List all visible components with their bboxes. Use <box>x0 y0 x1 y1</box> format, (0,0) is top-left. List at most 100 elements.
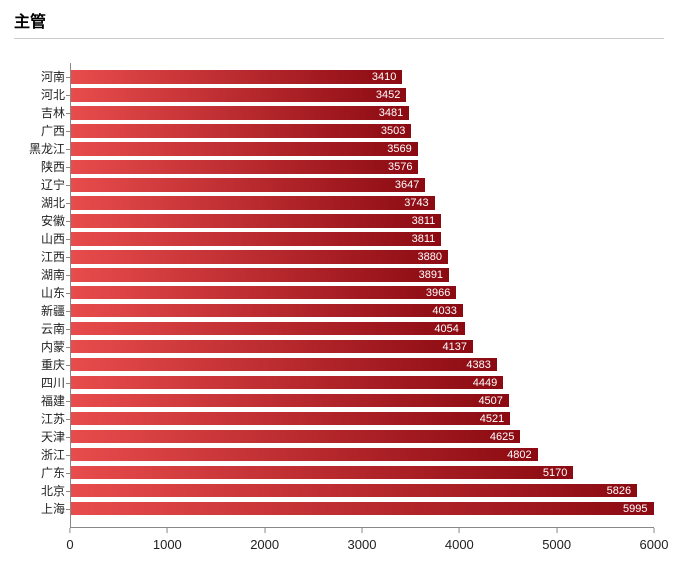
x-tick-label: 0 <box>66 537 73 552</box>
bar-row: 陕西3576 <box>71 160 654 173</box>
bar: 3576 <box>71 160 418 173</box>
x-tick-mark <box>361 528 362 533</box>
bar-value-label: 4383 <box>466 359 490 371</box>
bar: 3410 <box>71 70 402 83</box>
x-tick-mark <box>69 528 70 533</box>
bar-row: 湖南3891 <box>71 268 654 281</box>
y-axis-label: 天津 <box>41 428 65 445</box>
bar-value-label: 5826 <box>607 485 631 497</box>
bar: 3811 <box>71 214 441 227</box>
bar: 3891 <box>71 268 449 281</box>
bar-value-label: 3880 <box>418 251 442 263</box>
y-axis-label: 湖北 <box>41 194 65 211</box>
bar: 3569 <box>71 142 418 155</box>
bar: 4507 <box>71 394 509 407</box>
bar-value-label: 5170 <box>543 467 567 479</box>
y-axis-label: 上海 <box>41 500 65 517</box>
bar-row: 新疆4033 <box>71 304 654 317</box>
x-tick-mark <box>556 528 557 533</box>
bar-row: 黑龙江3569 <box>71 142 654 155</box>
bar-row: 河南3410 <box>71 70 654 83</box>
y-axis-label: 福建 <box>41 392 65 409</box>
bar-row: 重庆4383 <box>71 358 654 371</box>
x-tick-mark <box>459 528 460 533</box>
bar-value-label: 4625 <box>490 431 514 443</box>
bar-value-label: 3891 <box>419 269 443 281</box>
x-tick-label: 2000 <box>250 537 279 552</box>
y-axis-label: 吉林 <box>41 104 65 121</box>
bar: 5826 <box>71 484 637 497</box>
y-axis-label: 江西 <box>41 248 65 265</box>
bar-row: 福建4507 <box>71 394 654 407</box>
y-axis-label: 云南 <box>41 320 65 337</box>
x-tick-label: 6000 <box>640 537 669 552</box>
bar-value-label: 3569 <box>387 143 411 155</box>
bar-value-label: 4507 <box>478 395 502 407</box>
bar-value-label: 4449 <box>473 377 497 389</box>
bar: 4383 <box>71 358 497 371</box>
y-axis-label: 河北 <box>41 86 65 103</box>
bar-row: 山西3811 <box>71 232 654 245</box>
bar-row: 江西3880 <box>71 250 654 263</box>
x-tick: 0 <box>66 528 73 552</box>
x-tick-mark <box>653 528 654 533</box>
x-tick: 1000 <box>153 528 182 552</box>
bar: 4521 <box>71 412 510 425</box>
bar: 3880 <box>71 250 448 263</box>
bar-value-label: 3647 <box>395 179 419 191</box>
bar-row: 广西3503 <box>71 124 654 137</box>
bar-value-label: 3576 <box>388 161 412 173</box>
bar-row: 辽宁3647 <box>71 178 654 191</box>
bar: 3743 <box>71 196 435 209</box>
x-axis: 0100020003000400050006000 <box>70 528 654 558</box>
bar: 4137 <box>71 340 473 353</box>
y-axis-label: 山东 <box>41 284 65 301</box>
x-tick-label: 3000 <box>348 537 377 552</box>
bar-value-label: 3966 <box>426 287 450 299</box>
bar: 4625 <box>71 430 520 443</box>
bar-row: 上海5995 <box>71 502 654 515</box>
bar-value-label: 3743 <box>404 197 428 209</box>
bar-row: 四川4449 <box>71 376 654 389</box>
bar-row: 河北3452 <box>71 88 654 101</box>
bar-value-label: 4802 <box>507 449 531 461</box>
bar-value-label: 4137 <box>442 341 466 353</box>
bar-row: 广东5170 <box>71 466 654 479</box>
y-axis-label: 安徽 <box>41 212 65 229</box>
x-tick: 6000 <box>640 528 669 552</box>
bar-row: 北京5826 <box>71 484 654 497</box>
bar: 5995 <box>71 502 654 515</box>
y-axis-label: 湖南 <box>41 266 65 283</box>
bar: 3966 <box>71 286 456 299</box>
x-tick-label: 5000 <box>542 537 571 552</box>
chart-title: 主管 <box>14 8 664 39</box>
y-axis-label: 江苏 <box>41 410 65 427</box>
x-tick-mark <box>264 528 265 533</box>
bar: 5170 <box>71 466 573 479</box>
bar-value-label: 3811 <box>412 215 436 227</box>
bar-value-label: 3481 <box>379 107 403 119</box>
bar-row: 江苏4521 <box>71 412 654 425</box>
bar-value-label: 4033 <box>432 305 456 317</box>
bar: 3503 <box>71 124 411 137</box>
bar: 4802 <box>71 448 538 461</box>
x-tick: 4000 <box>445 528 474 552</box>
y-axis-label: 内蒙 <box>41 338 65 355</box>
bar: 3452 <box>71 88 406 101</box>
bar: 3811 <box>71 232 441 245</box>
bar-value-label: 3410 <box>372 71 396 83</box>
bar-row: 安徽3811 <box>71 214 654 227</box>
x-tick: 2000 <box>250 528 279 552</box>
bar: 4054 <box>71 322 465 335</box>
bar: 4449 <box>71 376 503 389</box>
bar-value-label: 3452 <box>376 89 400 101</box>
bar-value-label: 3811 <box>412 233 436 245</box>
bar-row: 内蒙4137 <box>71 340 654 353</box>
y-axis-label: 浙江 <box>41 446 65 463</box>
y-axis-label: 重庆 <box>41 356 65 373</box>
bar: 3647 <box>71 178 425 191</box>
chart-container: 河南3410河北3452吉林3481广西3503黑龙江3569陕西3576辽宁3… <box>14 63 664 558</box>
bar-row: 云南4054 <box>71 322 654 335</box>
bar-value-label: 4054 <box>434 323 458 335</box>
bar-row: 天津4625 <box>71 430 654 443</box>
